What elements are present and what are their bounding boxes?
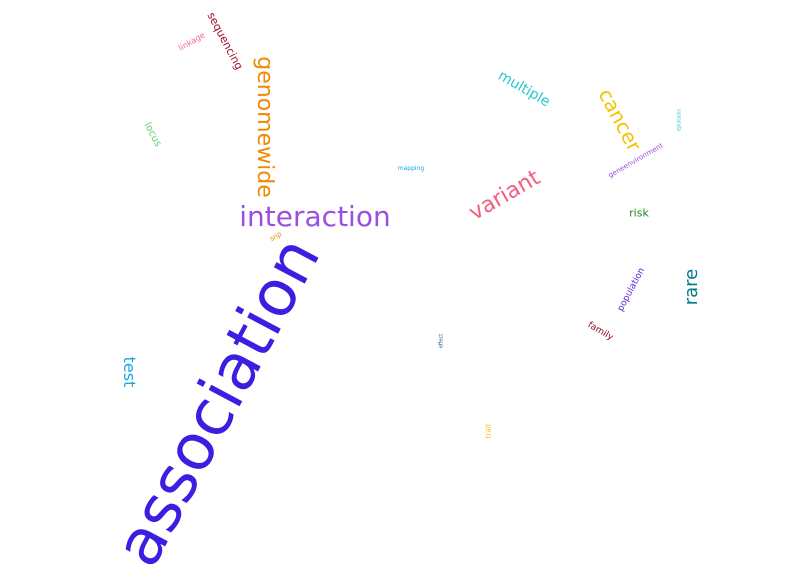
word-linkage: linkage [176, 30, 207, 53]
word-locus: locus [141, 120, 164, 149]
word-variant: variant [464, 165, 545, 226]
word-cancer: cancer [593, 84, 647, 156]
word-genomewide: genomewide [252, 56, 277, 198]
word-effect: effect [438, 333, 445, 349]
word-epistasis: epistasis [676, 109, 683, 131]
word-association: association [100, 225, 336, 578]
word-mapping: mapping [397, 165, 425, 172]
word-sequencing: sequencing [204, 10, 246, 72]
word-rare: rare [681, 268, 702, 306]
word-interaction: interaction [239, 200, 391, 233]
word-trait: trait [484, 423, 493, 439]
word-risk: risk [629, 206, 649, 220]
word-test: test [120, 356, 139, 388]
word-population: population [615, 266, 648, 314]
word-family: family [585, 320, 615, 343]
word-multiple: multiple [495, 67, 553, 111]
